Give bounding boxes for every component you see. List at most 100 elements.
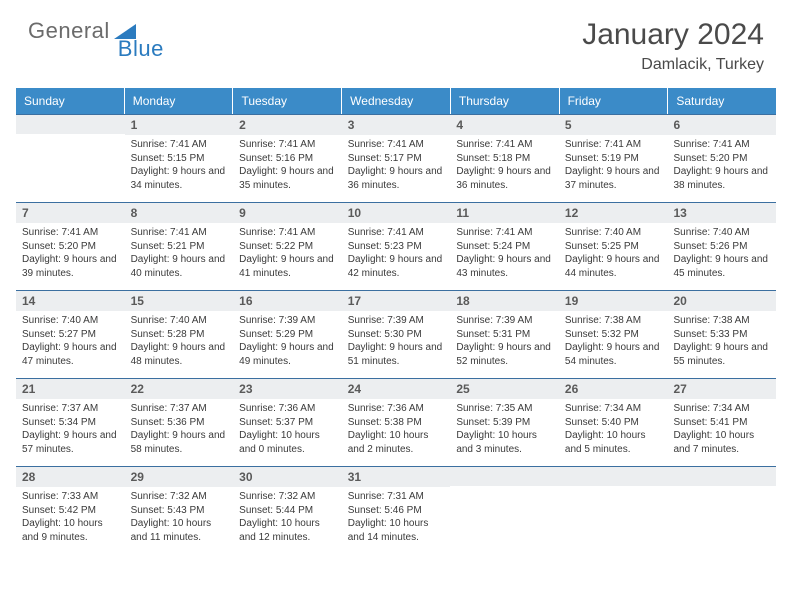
- day-cell: 22Sunrise: 7:37 AMSunset: 5:36 PMDayligh…: [125, 379, 234, 466]
- day-header: Friday: [560, 88, 669, 114]
- day-body: Sunrise: 7:31 AMSunset: 5:46 PMDaylight:…: [342, 487, 451, 554]
- day-number: 25: [450, 379, 559, 399]
- day-line: Sunset: 5:28 PM: [131, 328, 228, 342]
- day-body: Sunrise: 7:38 AMSunset: 5:32 PMDaylight:…: [559, 311, 668, 378]
- day-line: Sunrise: 7:40 AM: [673, 226, 770, 240]
- day-line: Daylight: 9 hours and 55 minutes.: [673, 341, 770, 368]
- day-line: Daylight: 10 hours and 0 minutes.: [239, 429, 336, 456]
- day-line: Daylight: 10 hours and 9 minutes.: [22, 517, 119, 544]
- day-line: Daylight: 10 hours and 12 minutes.: [239, 517, 336, 544]
- day-cell: 28Sunrise: 7:33 AMSunset: 5:42 PMDayligh…: [16, 467, 125, 554]
- day-header: Tuesday: [233, 88, 342, 114]
- day-line: Sunset: 5:44 PM: [239, 504, 336, 518]
- week-row: 21Sunrise: 7:37 AMSunset: 5:34 PMDayligh…: [16, 378, 776, 466]
- day-cell: 12Sunrise: 7:40 AMSunset: 5:25 PMDayligh…: [559, 203, 668, 290]
- day-cell: 16Sunrise: 7:39 AMSunset: 5:29 PMDayligh…: [233, 291, 342, 378]
- day-line: Sunset: 5:39 PM: [456, 416, 553, 430]
- day-line: Sunrise: 7:33 AM: [22, 490, 119, 504]
- day-line: Sunrise: 7:41 AM: [131, 138, 228, 152]
- day-line: Sunset: 5:41 PM: [673, 416, 770, 430]
- day-number: 29: [125, 467, 234, 487]
- day-number: 4: [450, 115, 559, 135]
- day-body: Sunrise: 7:41 AMSunset: 5:20 PMDaylight:…: [667, 135, 776, 202]
- day-line: Daylight: 9 hours and 57 minutes.: [22, 429, 119, 456]
- day-line: Sunset: 5:31 PM: [456, 328, 553, 342]
- day-line: Sunrise: 7:41 AM: [348, 226, 445, 240]
- day-body: Sunrise: 7:34 AMSunset: 5:40 PMDaylight:…: [559, 399, 668, 466]
- day-line: Sunset: 5:16 PM: [239, 152, 336, 166]
- day-body: Sunrise: 7:39 AMSunset: 5:29 PMDaylight:…: [233, 311, 342, 378]
- day-number: 26: [559, 379, 668, 399]
- day-cell: 29Sunrise: 7:32 AMSunset: 5:43 PMDayligh…: [125, 467, 234, 554]
- calendar-grid: SundayMondayTuesdayWednesdayThursdayFrid…: [16, 88, 776, 554]
- weeks-container: 1Sunrise: 7:41 AMSunset: 5:15 PMDaylight…: [16, 114, 776, 554]
- day-line: Sunrise: 7:36 AM: [239, 402, 336, 416]
- day-line: Sunset: 5:17 PM: [348, 152, 445, 166]
- location-label: Damlacik, Turkey: [582, 56, 764, 74]
- day-line: Daylight: 10 hours and 11 minutes.: [131, 517, 228, 544]
- day-number: [667, 467, 776, 486]
- day-number: 13: [667, 203, 776, 223]
- day-cell: 25Sunrise: 7:35 AMSunset: 5:39 PMDayligh…: [450, 379, 559, 466]
- day-cell: 9Sunrise: 7:41 AMSunset: 5:22 PMDaylight…: [233, 203, 342, 290]
- brand-logo: General Blue: [28, 18, 162, 44]
- day-cell: 14Sunrise: 7:40 AMSunset: 5:27 PMDayligh…: [16, 291, 125, 378]
- day-number: 15: [125, 291, 234, 311]
- day-line: Sunset: 5:20 PM: [22, 240, 119, 254]
- day-line: Daylight: 9 hours and 47 minutes.: [22, 341, 119, 368]
- day-line: Sunset: 5:20 PM: [673, 152, 770, 166]
- day-line: Daylight: 9 hours and 58 minutes.: [131, 429, 228, 456]
- day-line: Sunrise: 7:41 AM: [456, 226, 553, 240]
- day-cell: 24Sunrise: 7:36 AMSunset: 5:38 PMDayligh…: [342, 379, 451, 466]
- day-line: Sunset: 5:25 PM: [565, 240, 662, 254]
- day-number: [16, 115, 125, 134]
- day-line: Sunrise: 7:41 AM: [239, 138, 336, 152]
- day-number: 1: [125, 115, 234, 135]
- day-body: Sunrise: 7:41 AMSunset: 5:19 PMDaylight:…: [559, 135, 668, 202]
- day-body: Sunrise: 7:41 AMSunset: 5:22 PMDaylight:…: [233, 223, 342, 290]
- day-cell: 1Sunrise: 7:41 AMSunset: 5:15 PMDaylight…: [125, 115, 234, 202]
- day-cell: 26Sunrise: 7:34 AMSunset: 5:40 PMDayligh…: [559, 379, 668, 466]
- day-line: Sunset: 5:32 PM: [565, 328, 662, 342]
- day-line: Sunrise: 7:41 AM: [131, 226, 228, 240]
- day-cell: 18Sunrise: 7:39 AMSunset: 5:31 PMDayligh…: [450, 291, 559, 378]
- day-line: Sunset: 5:21 PM: [131, 240, 228, 254]
- day-cell: [559, 467, 668, 554]
- day-line: Sunrise: 7:32 AM: [131, 490, 228, 504]
- day-cell: 7Sunrise: 7:41 AMSunset: 5:20 PMDaylight…: [16, 203, 125, 290]
- day-line: Daylight: 9 hours and 38 minutes.: [673, 165, 770, 192]
- day-line: Sunrise: 7:41 AM: [239, 226, 336, 240]
- day-line: Sunset: 5:18 PM: [456, 152, 553, 166]
- day-line: Sunrise: 7:38 AM: [565, 314, 662, 328]
- day-header: Wednesday: [342, 88, 451, 114]
- day-body: Sunrise: 7:41 AMSunset: 5:20 PMDaylight:…: [16, 223, 125, 290]
- day-number: 18: [450, 291, 559, 311]
- day-cell: 13Sunrise: 7:40 AMSunset: 5:26 PMDayligh…: [667, 203, 776, 290]
- day-number: 17: [342, 291, 451, 311]
- day-body: Sunrise: 7:37 AMSunset: 5:34 PMDaylight:…: [16, 399, 125, 466]
- day-number: 12: [559, 203, 668, 223]
- day-line: Sunset: 5:38 PM: [348, 416, 445, 430]
- day-line: Daylight: 9 hours and 40 minutes.: [131, 253, 228, 280]
- day-line: Daylight: 9 hours and 51 minutes.: [348, 341, 445, 368]
- day-line: Sunrise: 7:35 AM: [456, 402, 553, 416]
- day-body: [450, 486, 559, 499]
- week-row: 28Sunrise: 7:33 AMSunset: 5:42 PMDayligh…: [16, 466, 776, 554]
- day-line: Sunrise: 7:39 AM: [456, 314, 553, 328]
- day-line: Sunrise: 7:41 AM: [565, 138, 662, 152]
- day-body: Sunrise: 7:36 AMSunset: 5:38 PMDaylight:…: [342, 399, 451, 466]
- day-number: [450, 467, 559, 486]
- day-body: [667, 486, 776, 499]
- day-number: 11: [450, 203, 559, 223]
- day-number: [559, 467, 668, 486]
- day-body: Sunrise: 7:41 AMSunset: 5:23 PMDaylight:…: [342, 223, 451, 290]
- day-line: Sunset: 5:46 PM: [348, 504, 445, 518]
- day-line: Daylight: 10 hours and 14 minutes.: [348, 517, 445, 544]
- day-body: Sunrise: 7:36 AMSunset: 5:37 PMDaylight:…: [233, 399, 342, 466]
- day-line: Daylight: 10 hours and 5 minutes.: [565, 429, 662, 456]
- day-line: Sunrise: 7:34 AM: [673, 402, 770, 416]
- day-body: Sunrise: 7:41 AMSunset: 5:18 PMDaylight:…: [450, 135, 559, 202]
- day-cell: 15Sunrise: 7:40 AMSunset: 5:28 PMDayligh…: [125, 291, 234, 378]
- day-body: Sunrise: 7:40 AMSunset: 5:26 PMDaylight:…: [667, 223, 776, 290]
- day-line: Sunset: 5:15 PM: [131, 152, 228, 166]
